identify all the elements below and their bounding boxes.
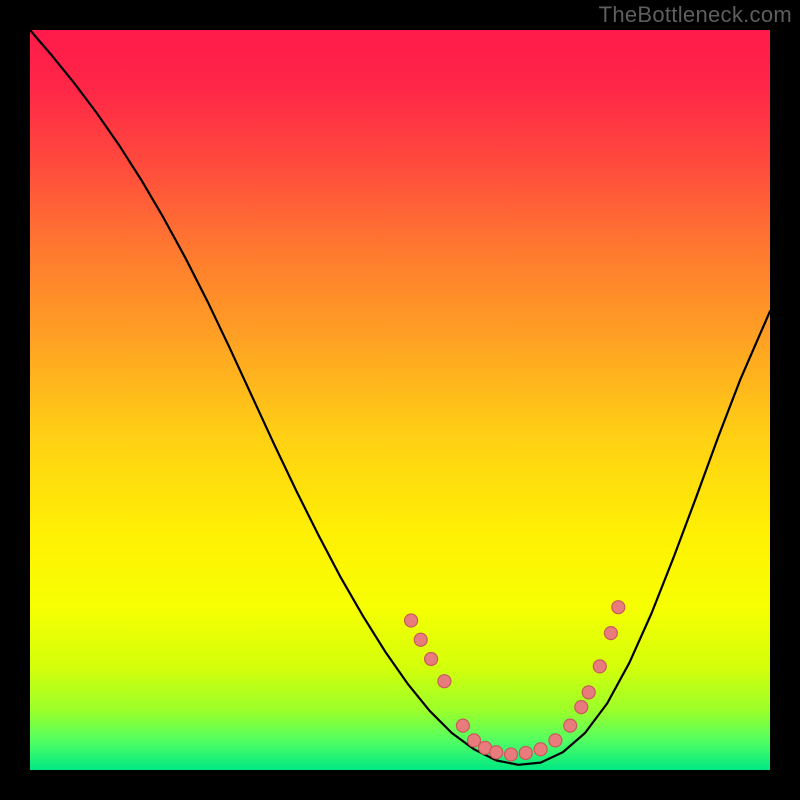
data-marker [549,734,562,747]
data-marker [490,746,503,759]
data-marker [582,686,595,699]
data-marker [438,675,451,688]
data-marker [468,734,481,747]
data-marker [505,748,518,761]
data-marker [575,701,588,714]
data-marker [612,601,625,614]
watermark-text: TheBottleneck.com [599,2,792,28]
chart-background [30,30,770,770]
data-marker [604,627,617,640]
data-marker [405,614,418,627]
data-marker [564,719,577,732]
data-marker [456,719,469,732]
chart-frame: TheBottleneck.com [0,0,800,800]
data-marker [519,746,532,759]
data-marker [425,653,438,666]
data-marker [593,660,606,673]
data-marker [534,743,547,756]
data-marker [414,633,427,646]
bottleneck-chart [0,0,800,800]
